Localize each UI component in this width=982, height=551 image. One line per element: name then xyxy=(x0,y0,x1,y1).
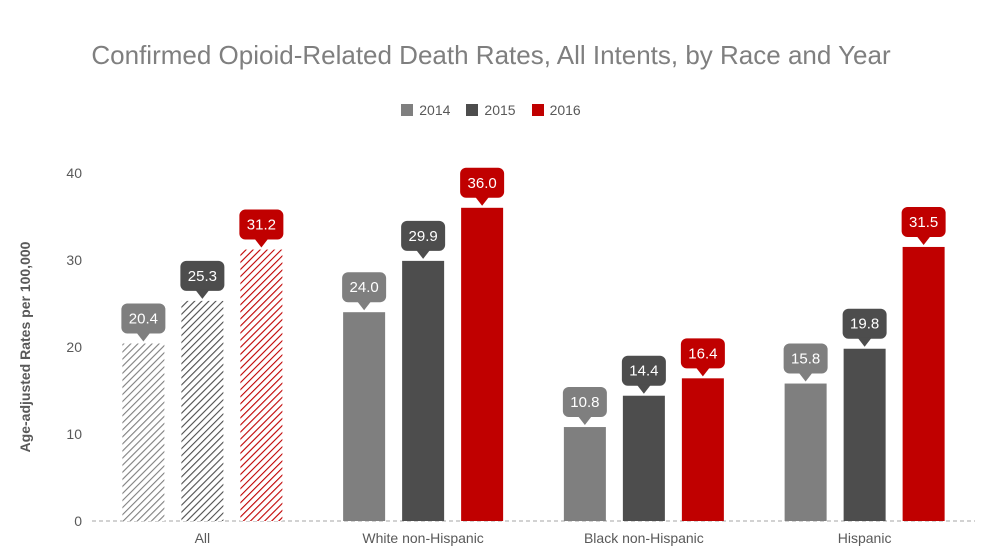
data-label-bubble xyxy=(180,260,225,291)
data-label-bubble xyxy=(562,387,607,418)
data-label-pointer xyxy=(195,289,210,299)
bar-2015 xyxy=(181,300,224,521)
legend: 2014 2015 2016 xyxy=(0,102,982,118)
legend-label-2016: 2016 xyxy=(549,102,581,118)
data-label: 25.3 xyxy=(188,268,217,285)
legend-swatch-2015 xyxy=(466,104,479,116)
legend-swatch-2016 xyxy=(531,104,544,116)
legend-item-2015: 2015 xyxy=(466,102,516,118)
data-label-pointer xyxy=(577,416,592,426)
data-label-bubble xyxy=(401,220,446,251)
chart-title: Confirmed Opioid-Related Death Rates, Al… xyxy=(91,40,891,70)
data-label-pointer xyxy=(475,196,490,206)
bar-2016 xyxy=(902,246,945,521)
bar-2015 xyxy=(843,348,886,521)
x-tick-label: Hispanic xyxy=(838,530,892,546)
bar-2014 xyxy=(784,383,827,521)
data-label-pointer xyxy=(636,384,651,394)
data-label-bubble xyxy=(621,355,666,386)
data-label: 36.0 xyxy=(468,175,497,192)
y-tick-label: 10 xyxy=(66,426,82,442)
legend-item-2014: 2014 xyxy=(401,102,450,118)
data-label: 29.9 xyxy=(409,228,438,245)
data-label-pointer xyxy=(798,372,813,382)
y-tick-label: 20 xyxy=(66,339,82,355)
data-label-pointer xyxy=(416,249,431,259)
y-tick-label: 0 xyxy=(74,513,82,529)
data-label-bubble xyxy=(783,343,828,374)
x-tick-label: White non-Hispanic xyxy=(362,530,483,546)
data-label: 16.4 xyxy=(688,345,717,362)
y-axis-title: Age-adjusted Rates per 100,000 xyxy=(17,241,33,452)
data-label-bubble xyxy=(342,272,387,303)
data-label-bubble xyxy=(842,308,887,339)
data-label-bubble xyxy=(239,209,284,240)
legend-swatch-2014 xyxy=(401,104,414,116)
legend-label-2015: 2015 xyxy=(484,102,516,118)
bar-2014 xyxy=(563,427,606,521)
data-label: 19.8 xyxy=(850,316,879,333)
y-tick-label: 30 xyxy=(66,252,82,268)
legend-item-2016: 2016 xyxy=(531,102,581,118)
data-label-pointer xyxy=(254,238,269,248)
bar-2014 xyxy=(122,343,165,521)
bar-2016 xyxy=(240,249,283,521)
data-label-bubble xyxy=(121,303,166,334)
data-label-bubble xyxy=(901,206,946,237)
data-label-pointer xyxy=(916,235,931,245)
bar-2014 xyxy=(343,312,386,521)
data-label: 10.8 xyxy=(570,394,599,411)
data-label: 31.2 xyxy=(247,217,276,234)
data-label-pointer xyxy=(136,332,151,342)
x-tick-label: Black non-Hispanic xyxy=(584,530,704,546)
bar-2015 xyxy=(622,395,665,521)
bar-2016 xyxy=(461,207,504,522)
legend-label-2014: 2014 xyxy=(419,102,451,118)
data-label: 14.4 xyxy=(629,363,658,380)
data-label-pointer xyxy=(857,337,872,347)
data-label-pointer xyxy=(695,367,710,377)
y-tick-label: 40 xyxy=(66,165,82,181)
data-label-bubble xyxy=(460,167,505,198)
data-label-pointer xyxy=(357,301,372,311)
data-label-bubble xyxy=(680,338,725,369)
data-label: 15.8 xyxy=(791,351,820,368)
bar-2016 xyxy=(681,378,724,521)
data-label: 24.0 xyxy=(350,279,379,296)
data-label: 31.5 xyxy=(909,214,938,231)
bar-2015 xyxy=(402,260,445,521)
x-tick-label: All xyxy=(195,530,211,546)
data-label: 20.4 xyxy=(129,311,158,328)
